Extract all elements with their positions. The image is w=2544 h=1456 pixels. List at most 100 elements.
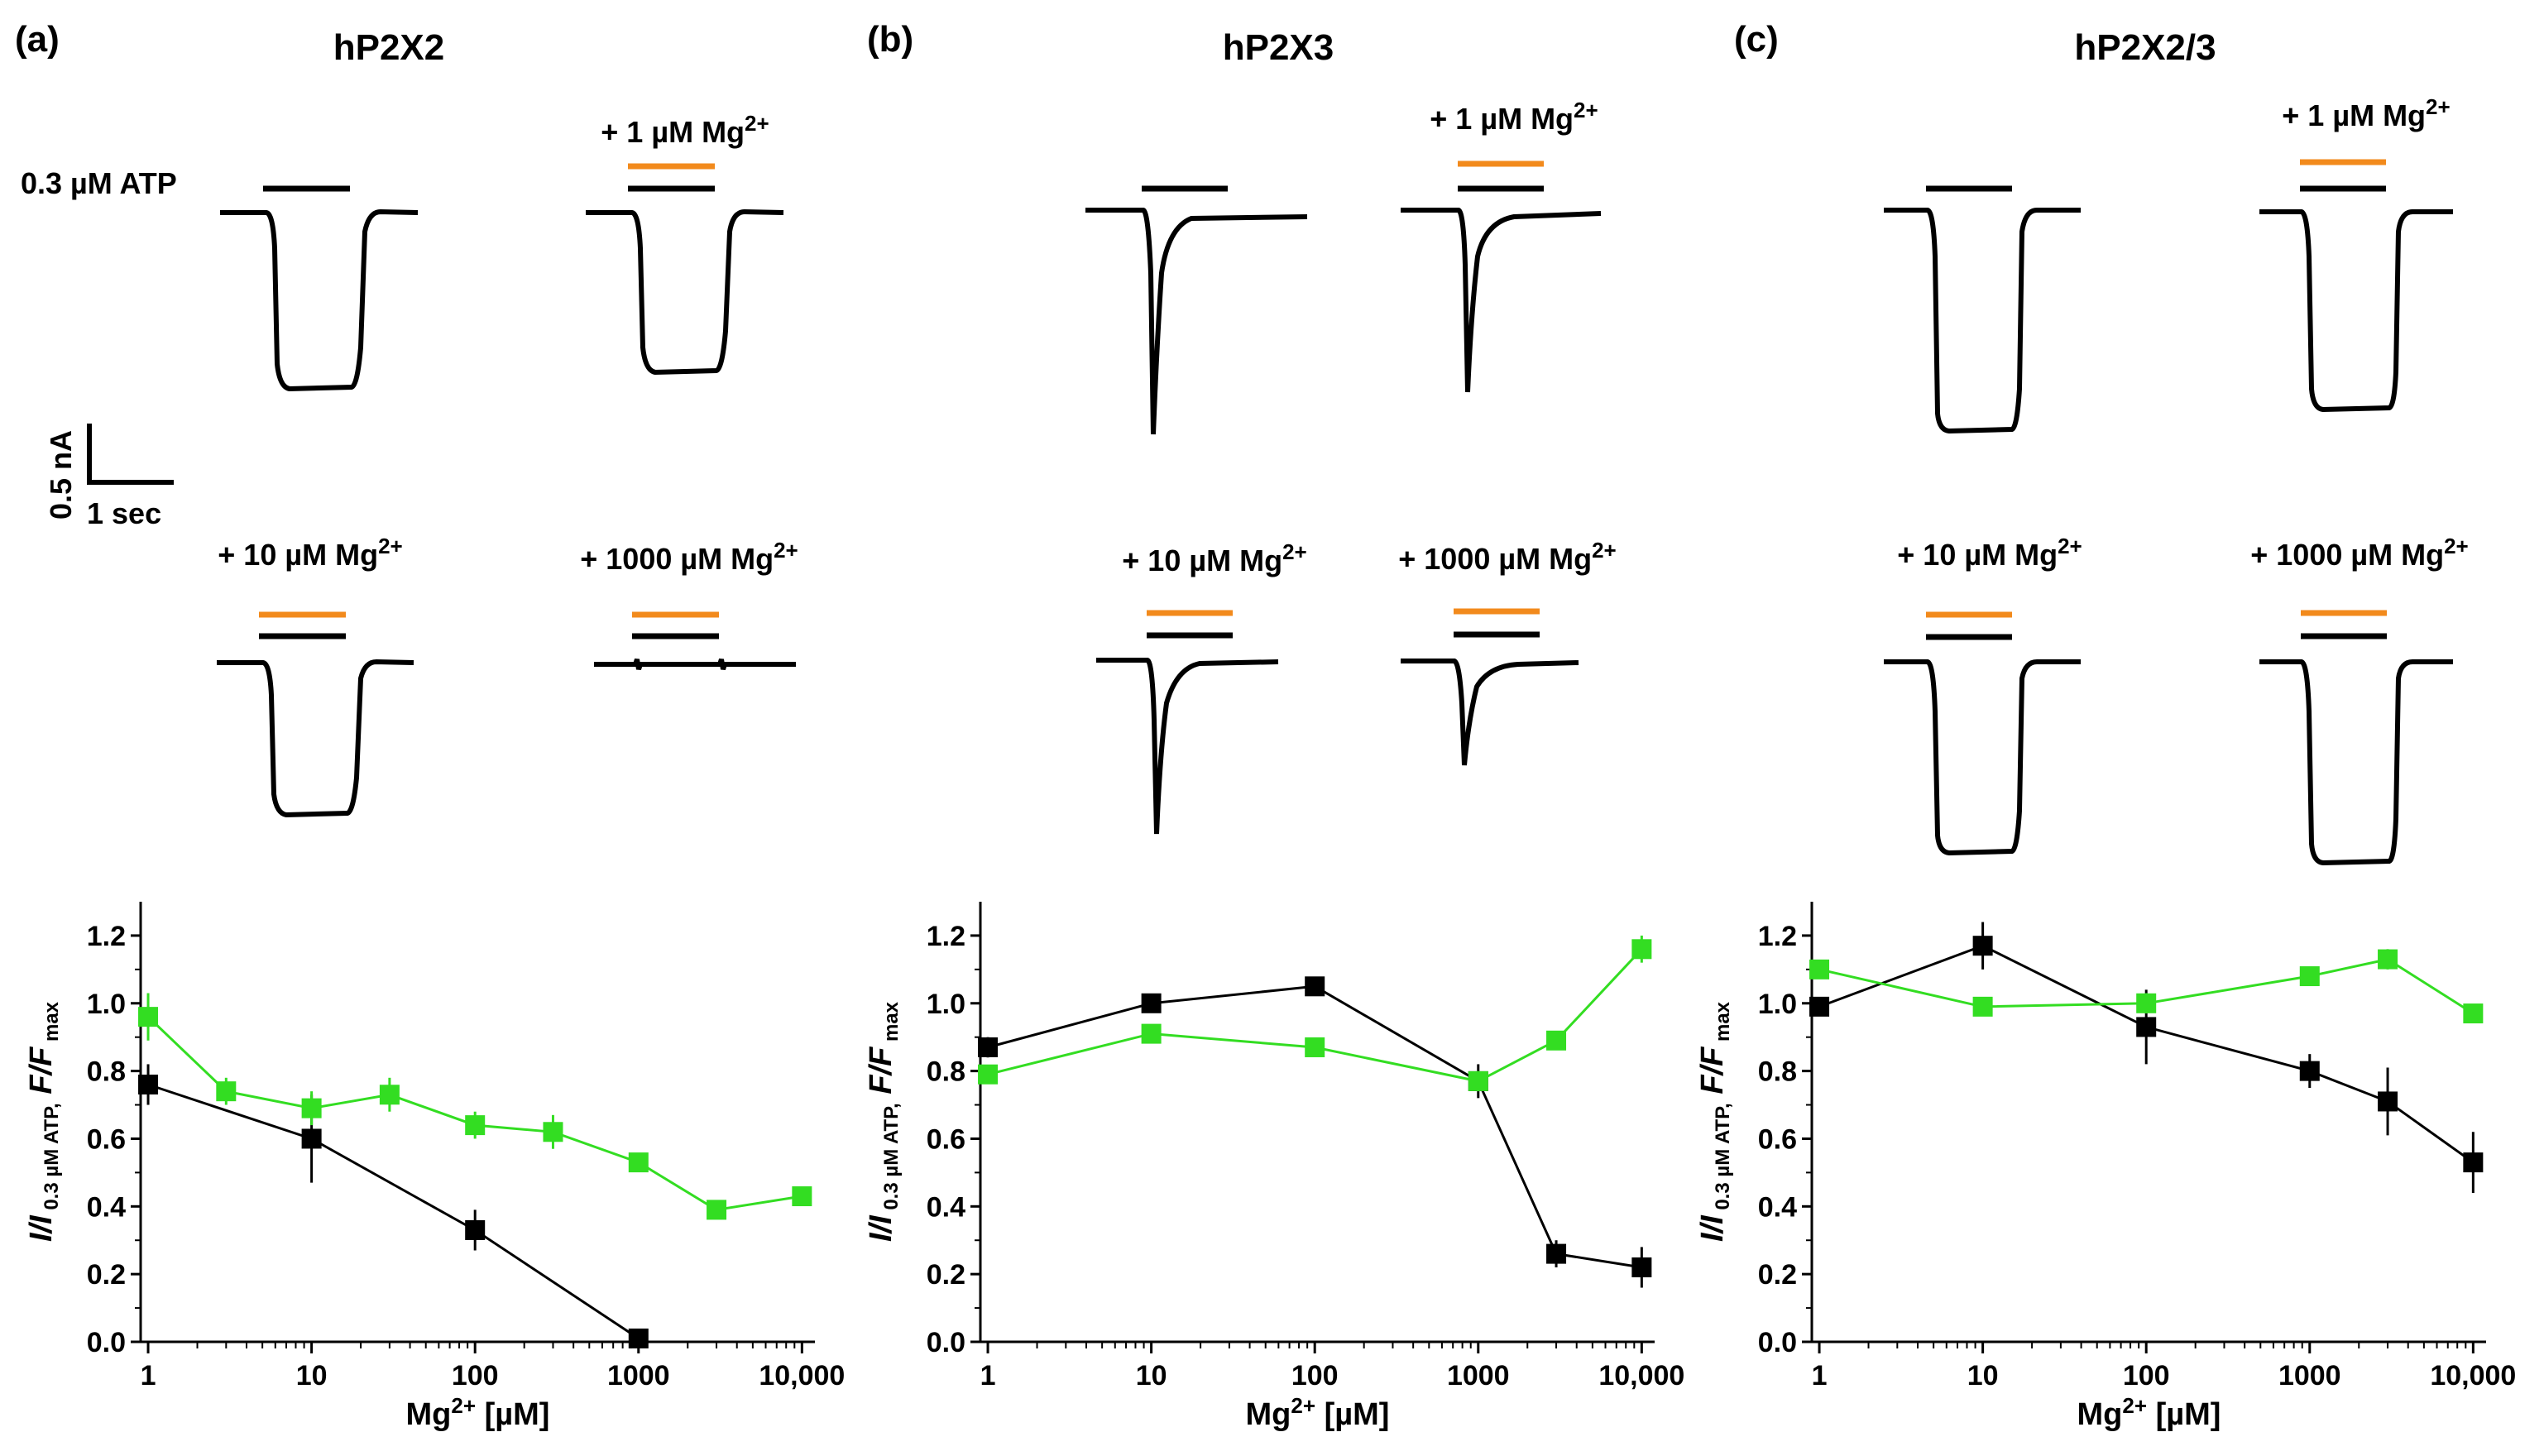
- data-point: [2378, 1091, 2398, 1112]
- current-trace: [1401, 208, 1602, 393]
- x-axis-label: Mg2+ [µM]: [406, 1393, 550, 1432]
- data-point: [2463, 1003, 2484, 1024]
- x-tick-label: 100: [452, 1360, 499, 1391]
- atp-label: 0.3 µM ATP: [21, 166, 177, 200]
- current-trace: [2259, 209, 2453, 413]
- y-tick-label: 1.0: [1758, 989, 1797, 1020]
- trace-a-control: [220, 185, 419, 392]
- series-current: [138, 1064, 649, 1348]
- x-axis-label: Mg2+ [µM]: [2077, 1393, 2221, 1432]
- x-tick-label: 10: [296, 1360, 328, 1391]
- y-tick-label: 1.2: [1758, 921, 1797, 952]
- y-tick-label: 0.0: [927, 1327, 965, 1358]
- data-point: [138, 1074, 159, 1094]
- trace-c-mg10: [1884, 611, 2081, 856]
- y-tick-label: 0.8: [1758, 1056, 1797, 1088]
- data-point: [1546, 1030, 1567, 1051]
- y-axis-label: I/I 0.3 µM ATP, F/F max: [1695, 1001, 1734, 1242]
- data-point: [301, 1098, 322, 1118]
- trace-a-mg1000: [594, 611, 796, 670]
- data-point: [628, 1152, 649, 1173]
- data-point: [1631, 939, 1652, 960]
- series-line: [987, 948, 1643, 1083]
- data-point: [1631, 1257, 1652, 1277]
- series-line: [1818, 944, 2475, 1164]
- series-fluorescence: [1809, 949, 2484, 1024]
- condition-label-c-mg1000: + 1000 µM Mg2+: [2250, 534, 2468, 572]
- y-tick-label: 0.0: [1758, 1327, 1797, 1358]
- dose-response-charts: 0.0 0.2 0.4 0.6 0.8 1.0 1.2 1 10 100 1000 10,000 Mg2…: [24, 902, 2516, 1432]
- current-trace: [220, 208, 419, 392]
- data-point: [138, 1007, 159, 1027]
- data-point: [2463, 1152, 2484, 1173]
- y-tick-label: 0.0: [87, 1327, 126, 1358]
- current-trace: [586, 208, 784, 376]
- data-point: [2136, 1017, 2157, 1037]
- current-trace: [1884, 659, 2081, 856]
- condition-label-a-mg1: + 1 µM Mg2+: [601, 111, 769, 149]
- y-tick-label: 0.8: [927, 1056, 965, 1088]
- y-tick-label: 0.8: [87, 1056, 126, 1088]
- data-point: [2136, 993, 2157, 1013]
- y-tick-label: 0.6: [927, 1123, 965, 1155]
- x-tick-label: 10,000: [2430, 1360, 2516, 1391]
- y-tick-label: 0.6: [1758, 1123, 1797, 1155]
- panel-letter-b: (b): [867, 19, 913, 60]
- y-tick-label: 0.4: [1758, 1191, 1797, 1223]
- series-line: [1818, 958, 2475, 1015]
- y-tick-label: 1.0: [927, 989, 965, 1020]
- condition-label-c-mg10: + 10 µM Mg2+: [1897, 534, 2082, 572]
- current-trace: [594, 659, 796, 670]
- data-point: [379, 1085, 400, 1105]
- data-point: [2299, 1061, 2320, 1081]
- trace-b-mg1: [1401, 160, 1602, 393]
- condition-label-b-mg10: + 10 µM Mg2+: [1122, 539, 1306, 577]
- y-axis-label: I/I 0.3 µM ATP, F/F max: [24, 1001, 63, 1242]
- series-current: [978, 976, 1652, 1288]
- condition-label-c-mg1: + 1 µM Mg2+: [2282, 94, 2450, 132]
- series-line: [987, 984, 1642, 1269]
- scale-bar: 0.5 nA 1 sec: [44, 424, 174, 530]
- y-tick-label: 1.0: [87, 989, 126, 1020]
- trace-b-mg10: [1096, 610, 1279, 835]
- trace-c-control: [1884, 185, 2081, 434]
- x-tick-label: 10,000: [1598, 1360, 1684, 1391]
- x-tick-label: 1000: [2278, 1360, 2341, 1391]
- y-tick-label: 1.2: [87, 921, 126, 952]
- trace-b-control: [1085, 185, 1308, 435]
- series-current: [1809, 922, 2484, 1193]
- y-tick-label: 0.4: [87, 1191, 126, 1223]
- x-tick-label: 10: [1967, 1360, 1999, 1391]
- data-point: [1141, 993, 1162, 1013]
- data-point: [216, 1081, 237, 1102]
- trace-c-mg1: [2259, 159, 2453, 413]
- scale-bar-time-label: 1 sec: [87, 496, 161, 530]
- data-point: [1305, 1037, 1325, 1057]
- scale-bar-current-label: 0.5 nA: [44, 430, 78, 520]
- x-tick-label: 1000: [607, 1360, 670, 1391]
- current-trace: [217, 659, 414, 818]
- current-trace: [1085, 208, 1308, 435]
- data-point: [543, 1122, 563, 1142]
- data-point: [1141, 1023, 1162, 1044]
- data-point: [1972, 996, 1993, 1017]
- condition-label-a-mg1000: + 1000 µM Mg2+: [580, 538, 798, 576]
- panel-title-hp2x2: hP2X2: [333, 27, 445, 68]
- x-tick-label: 1: [980, 1360, 996, 1391]
- current-trace: [1401, 659, 1579, 766]
- data-point: [465, 1115, 486, 1136]
- current-trace: [2259, 659, 2453, 866]
- data-point: [2378, 949, 2398, 970]
- series-line: [147, 1083, 640, 1340]
- scale-bar-lines: [87, 424, 174, 485]
- data-point: [1305, 976, 1325, 997]
- trace-c-mg1000: [2259, 610, 2453, 866]
- condition-label-b-mg1000: + 1000 µM Mg2+: [1398, 538, 1616, 576]
- y-tick-label: 1.2: [927, 921, 965, 952]
- trace-a-mg10: [217, 611, 414, 818]
- y-tick-label: 0.2: [1758, 1259, 1797, 1291]
- panel-letter-c: (c): [1734, 19, 1779, 60]
- chart-a: 0.0 0.2 0.4 0.6 0.8 1.0 1.2 1 10 100 1000 10,000 Mg2…: [24, 902, 845, 1432]
- data-point: [465, 1219, 486, 1240]
